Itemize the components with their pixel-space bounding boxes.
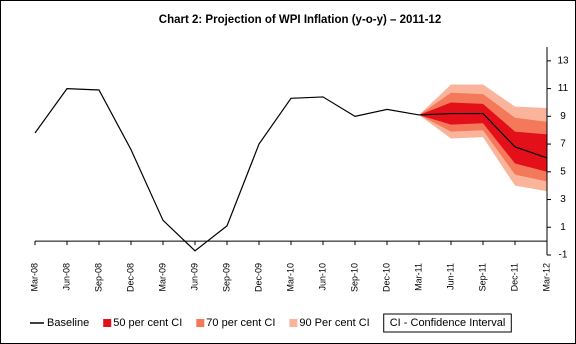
y-tick-label: 3 bbox=[560, 194, 566, 205]
x-tick-label: Jun-10 bbox=[317, 263, 327, 291]
legend-label: 90 Per cent CI bbox=[299, 317, 369, 329]
x-tick-label: Dec-09 bbox=[253, 263, 263, 292]
baseline-line bbox=[34, 87, 548, 252]
legend-note: CI - Confidence Interval bbox=[390, 317, 506, 329]
x-tick-label: Mar-11 bbox=[413, 263, 423, 291]
legend-swatch bbox=[103, 319, 112, 327]
chart-title: Chart 2: Projection of WPI Inflation (y-… bbox=[159, 14, 441, 26]
x-tick-label: Mar-12 bbox=[541, 263, 551, 292]
y-tick-label: 1 bbox=[560, 222, 566, 233]
ci-band bbox=[419, 102, 547, 172]
x-tick-label: Mar-08 bbox=[29, 263, 39, 292]
legend-label: 50 per cent CI bbox=[113, 317, 182, 329]
x-tick-label: Jun-08 bbox=[61, 263, 71, 291]
x-tick-label: Sep-10 bbox=[349, 263, 359, 292]
legend-note-box bbox=[383, 313, 512, 333]
y-tick-label: 5 bbox=[560, 166, 566, 177]
legend-swatch bbox=[289, 319, 298, 327]
x-tick-label: Sep-11 bbox=[477, 263, 487, 291]
x-tick-label: Sep-09 bbox=[221, 263, 231, 292]
x-tick-label: Mar-10 bbox=[285, 263, 295, 292]
y-axis-label: Inflation Rate (%) bbox=[573, 126, 576, 196]
x-tick-label: Sep-08 bbox=[93, 263, 103, 292]
x-tick-label: Mar-09 bbox=[157, 263, 167, 292]
legend-label: Baseline bbox=[47, 317, 89, 329]
x-tick-label: Dec-11 bbox=[509, 263, 519, 291]
x-tick-label: Jun-11 bbox=[445, 263, 455, 290]
y-tick-label: -1 bbox=[559, 250, 568, 261]
y-tick-label: 13 bbox=[557, 56, 569, 67]
x-tick-label: Jun-09 bbox=[189, 263, 199, 291]
legend-label: 70 per cent CI bbox=[206, 317, 275, 329]
legend-swatch bbox=[196, 319, 205, 327]
x-tick-label: Dec-10 bbox=[381, 263, 391, 292]
y-tick-label: 7 bbox=[560, 139, 566, 150]
y-tick-label: 9 bbox=[560, 111, 566, 122]
x-tick-label: Dec-08 bbox=[125, 263, 135, 292]
y-tick-label: 11 bbox=[558, 83, 569, 94]
